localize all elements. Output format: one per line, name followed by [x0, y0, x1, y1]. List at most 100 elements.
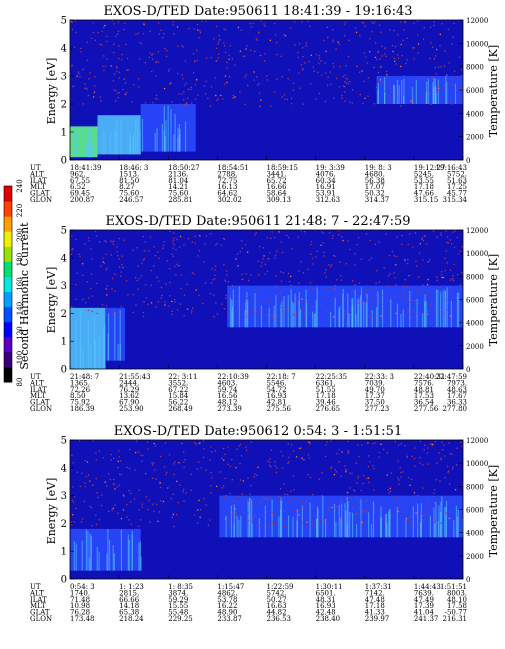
noise-speck [234, 508, 236, 510]
noise-speck [287, 236, 290, 239]
noise-speck [326, 310, 328, 312]
noise-speck [447, 242, 450, 244]
noise-speck [154, 97, 157, 100]
noise-speck [112, 507, 114, 510]
noise-speck [210, 56, 213, 59]
noise-speck [226, 270, 228, 272]
noise-speck [414, 465, 416, 467]
spectrogram-streak [348, 313, 350, 328]
noise-speck [273, 91, 276, 93]
noise-speck [263, 286, 265, 289]
noise-speck [459, 97, 461, 100]
y2-tick-label: 12000 [466, 17, 488, 25]
noise-speck [183, 244, 185, 246]
noise-speck [333, 473, 336, 476]
noise-speck [300, 261, 302, 263]
spectrogram-streak [356, 523, 358, 538]
noise-speck [383, 266, 385, 269]
noise-speck [315, 256, 317, 258]
noise-speck [293, 497, 295, 499]
noise-speck [396, 91, 398, 93]
noise-speck [436, 462, 438, 464]
noise-speck [199, 516, 201, 518]
noise-speck [227, 280, 230, 283]
orbit-table-cell: 7973. [447, 379, 467, 387]
spectrogram-streak [238, 286, 240, 328]
noise-speck [324, 455, 327, 458]
noise-speck [451, 43, 453, 45]
noise-speck [174, 265, 176, 268]
y2-tick-label: 10000 [466, 40, 488, 48]
noise-speck [124, 82, 127, 84]
spectrogram-streak [290, 289, 292, 328]
panel-2: EXOS-D/TED Date:950611 21:48: 7 - 22:47:… [29, 214, 500, 413]
noise-speck [421, 237, 423, 239]
noise-speck [148, 499, 150, 502]
noise-speck [225, 294, 227, 297]
noise-speck [246, 297, 248, 299]
noise-speck [409, 286, 411, 289]
spectrogram-streak [346, 496, 348, 538]
spectrogram-streak [106, 553, 108, 571]
noise-speck [95, 452, 97, 454]
noise-speck [389, 273, 391, 275]
orbit-table-cell: 18:59:15 [267, 164, 298, 172]
noise-speck [226, 67, 228, 69]
noise-speck [255, 38, 257, 40]
noise-speck [426, 452, 429, 454]
noise-speck [394, 60, 396, 62]
noise-speck [138, 58, 141, 60]
noise-speck [414, 232, 417, 234]
noise-speck [233, 97, 235, 99]
noise-speck [210, 233, 212, 235]
noise-speck [410, 520, 412, 522]
noise-speck [440, 458, 442, 461]
noise-speck [389, 308, 391, 310]
noise-speck [401, 234, 403, 237]
noise-speck [302, 68, 304, 70]
spectrogram-streak [435, 86, 437, 104]
noise-speck [430, 26, 432, 28]
noise-speck [242, 499, 244, 502]
noise-speck [404, 260, 406, 262]
noise-speck [272, 315, 274, 318]
noise-speck [114, 290, 116, 292]
panel-1-title: EXOS-D/TED Date:950611 18:41:39 - 19:16:… [103, 4, 412, 19]
colorbar-segment [4, 291, 12, 308]
noise-speck [449, 269, 452, 271]
noise-speck [71, 523, 73, 526]
noise-speck [441, 23, 443, 25]
noise-speck [172, 493, 174, 495]
noise-speck [254, 473, 256, 475]
orbit-table-row-label: GLAT [30, 399, 50, 407]
noise-speck [357, 236, 360, 239]
spectrogram-streak [446, 287, 448, 328]
noise-speck [367, 442, 369, 444]
noise-speck [373, 66, 375, 69]
noise-speck [398, 505, 400, 507]
noise-speck [247, 512, 249, 515]
noise-speck [162, 37, 164, 39]
noise-speck [403, 259, 406, 261]
noise-speck [104, 65, 107, 67]
noise-speck [194, 98, 197, 100]
noise-speck [180, 287, 182, 290]
noise-speck [429, 93, 431, 95]
spectrogram-streak [351, 512, 354, 538]
spectrogram-streak [139, 129, 141, 155]
noise-speck [393, 514, 395, 516]
noise-speck [137, 78, 140, 80]
noise-speck [354, 284, 356, 286]
noise-speck [408, 313, 411, 315]
noise-speck [441, 441, 443, 443]
orbit-table-cell: 236.53 [267, 615, 292, 623]
noise-speck [152, 53, 154, 55]
spectrogram-streak [75, 130, 77, 158]
orbit-table-cell: 22: 3:11 [168, 373, 197, 381]
noise-speck [193, 441, 196, 444]
noise-speck [433, 492, 435, 495]
spectrogram-streak [291, 301, 293, 328]
orbit-table-cell: 277.56 [414, 405, 439, 413]
orbit-table-cell: 53.55 [414, 177, 434, 185]
noise-speck [178, 103, 181, 106]
